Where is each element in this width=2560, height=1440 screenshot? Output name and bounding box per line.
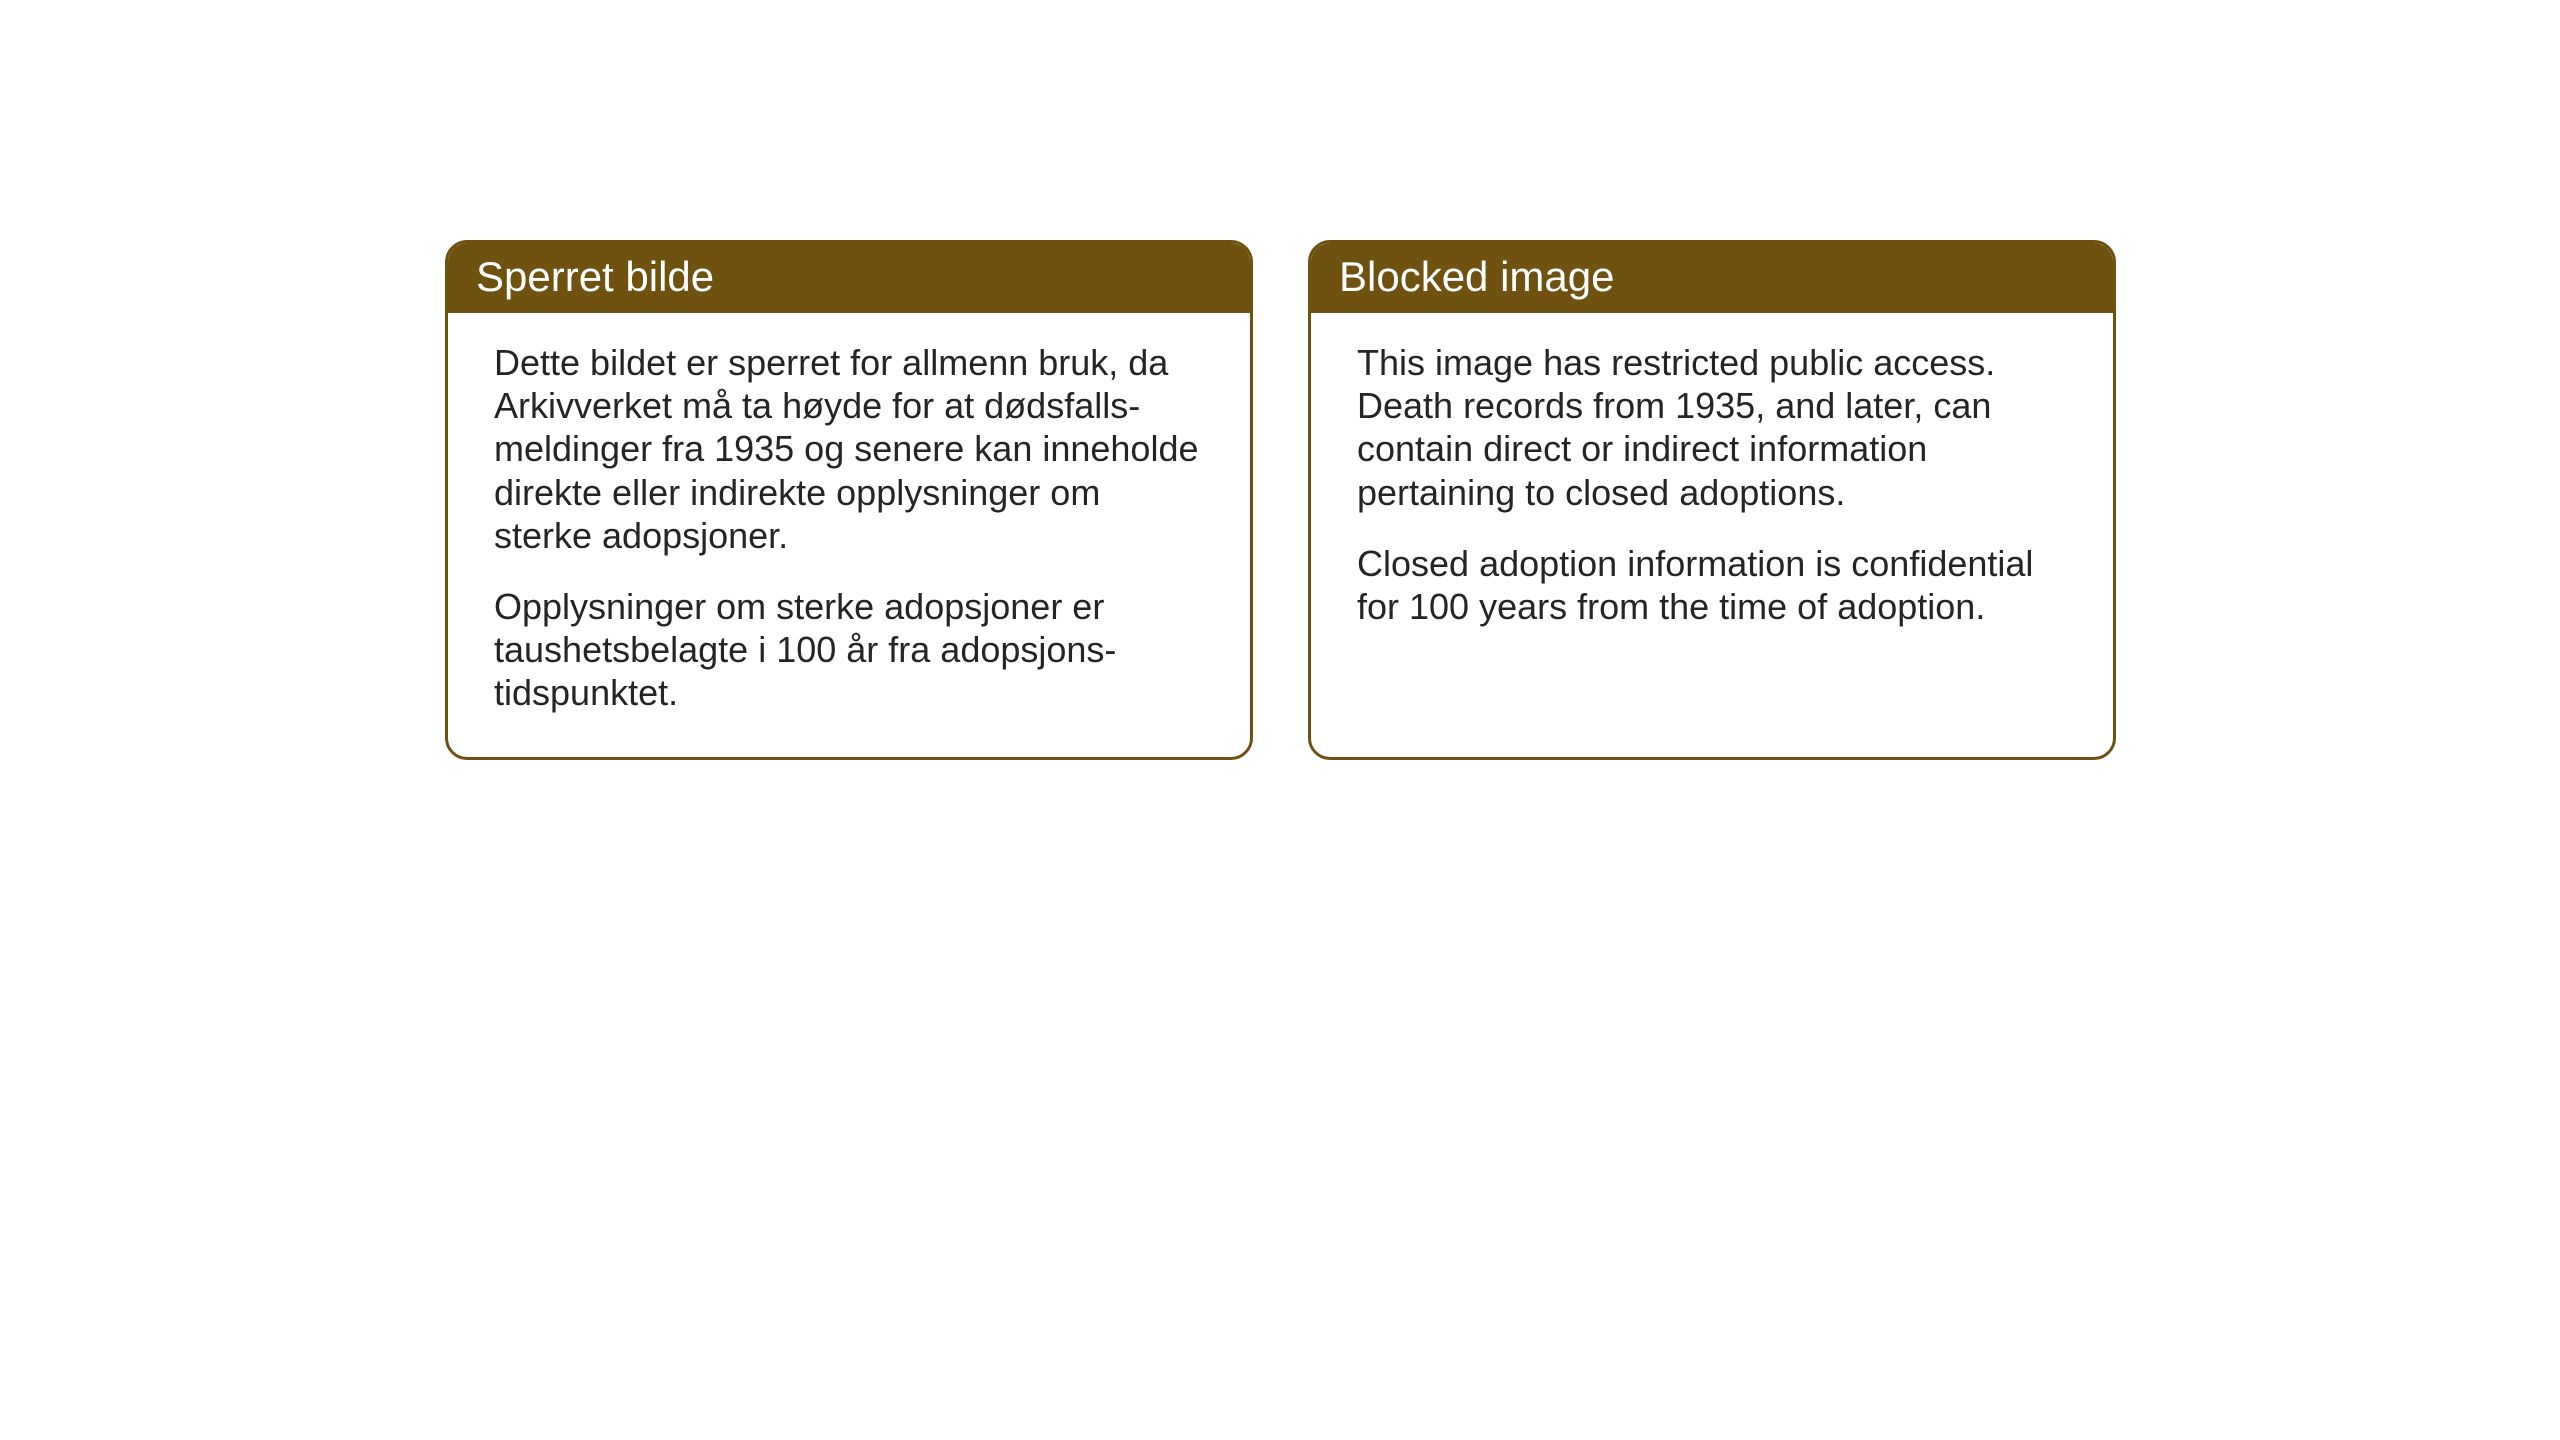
notice-paragraph-2-english: Closed adoption information is confident… [1357, 542, 2067, 628]
notice-title-norwegian: Sperret bilde [476, 253, 714, 300]
notice-card-norwegian: Sperret bilde Dette bildet er sperret fo… [445, 240, 1253, 760]
notice-title-english: Blocked image [1339, 253, 1614, 300]
notice-body-english: This image has restricted public access.… [1311, 313, 2113, 670]
notice-header-norwegian: Sperret bilde [448, 243, 1250, 313]
notice-paragraph-1-english: This image has restricted public access.… [1357, 341, 2067, 514]
notice-paragraph-1-norwegian: Dette bildet er sperret for allmenn bruk… [494, 341, 1204, 557]
notice-header-english: Blocked image [1311, 243, 2113, 313]
notice-container: Sperret bilde Dette bildet er sperret fo… [445, 240, 2116, 760]
notice-body-norwegian: Dette bildet er sperret for allmenn bruk… [448, 313, 1250, 757]
notice-card-english: Blocked image This image has restricted … [1308, 240, 2116, 760]
notice-paragraph-2-norwegian: Opplysninger om sterke adopsjoner er tau… [494, 585, 1204, 715]
